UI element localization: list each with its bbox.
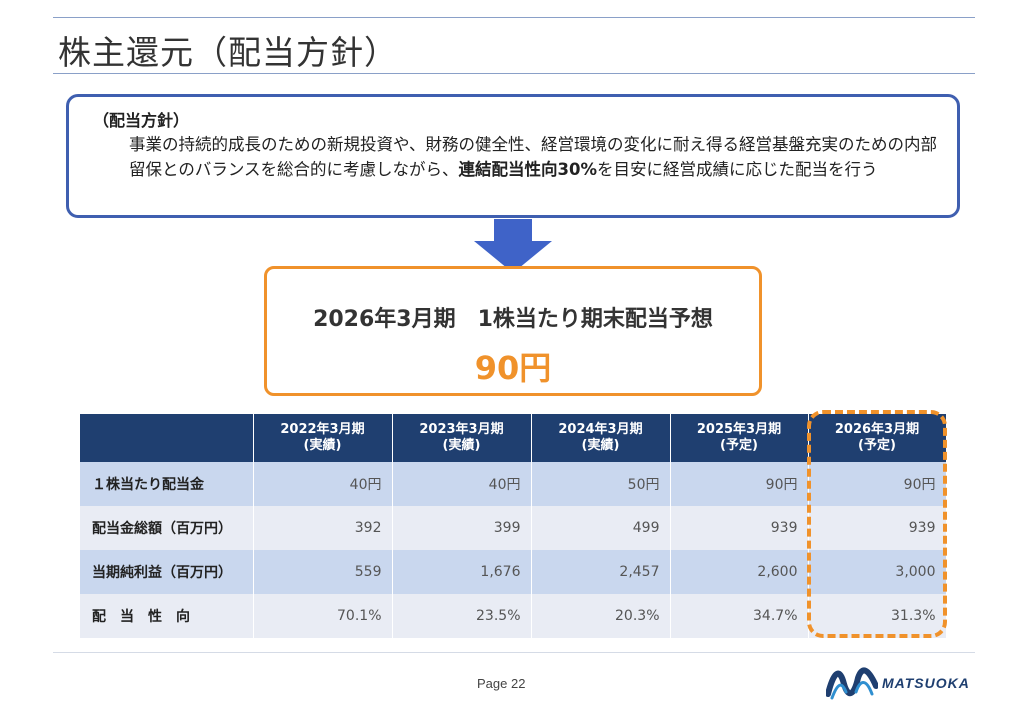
table-row: １株当たり配当金 40円 40円 50円 90円 90円 [80, 462, 947, 506]
table-row: 配当金総額（百万円） 392 399 499 939 939 [80, 506, 947, 550]
row-label: 配 当 性 向 [80, 594, 254, 638]
matsuoka-logo-icon [826, 667, 878, 700]
table-row: 配 当 性 向 70.1% 23.5% 20.3% 34.7% 31.3% [80, 594, 947, 638]
row-label: 当期純利益（百万円） [80, 550, 254, 594]
column-header: 2024年3月期 (実績) [531, 414, 671, 462]
policy-text-2: を目安に経営成績に応じた配当を行う [597, 160, 878, 179]
top-rule [53, 17, 975, 18]
row-label: １株当たり配当金 [80, 462, 254, 506]
page-number: Page 22 [477, 676, 526, 691]
dividend-policy-box: （配当方針） 事業の持続的成長のための新規投資や、財務の健全性、経営環境の変化に… [66, 94, 960, 218]
dividend-forecast-box: 2026年3月期 1株当たり期末配当予想 90円 [264, 266, 762, 396]
table-cell: 559 [253, 550, 393, 594]
table-cell: 90円 [670, 462, 809, 506]
page-title: 株主還元（配当方針） [58, 33, 398, 72]
table-cell: 3,000 [808, 550, 947, 594]
table-cell: 399 [392, 506, 532, 550]
table-cell: 2,457 [531, 550, 671, 594]
row-label: 配当金総額（百万円） [80, 506, 254, 550]
table-cell: 40円 [392, 462, 532, 506]
column-header: 2026年3月期 (予定) [808, 414, 947, 462]
table-cell: 939 [808, 506, 947, 550]
down-arrow-icon [474, 219, 552, 273]
footer-rule [53, 652, 975, 653]
company-logo-text: MATSUOKA [882, 675, 970, 691]
table-cell: 20.3% [531, 594, 671, 638]
table-cell: 23.5% [392, 594, 532, 638]
table-cell: 499 [531, 506, 671, 550]
policy-text-bold: 連結配当性向30% [458, 160, 598, 179]
table-cell: 40円 [253, 462, 393, 506]
table-cell: 1,676 [392, 550, 532, 594]
policy-text-1: 事業の持続的成長のための新規投資や、財務の健全性、経営環境の変化に耐え得る経営基… [129, 135, 938, 179]
forecast-title: 2026年3月期 1株当たり期末配当予想 [313, 307, 713, 332]
column-header: 2025年3月期 (予定) [670, 414, 809, 462]
table-cell: 392 [253, 506, 393, 550]
table-row: 当期純利益（百万円） 559 1,676 2,457 2,600 3,000 [80, 550, 947, 594]
table-cell: 90円 [808, 462, 947, 506]
dividend-table: 2022年3月期 (実績) 2023年3月期 (実績) 2024年3月期 (実績) 2… [80, 414, 947, 638]
table-cell: 2,600 [670, 550, 809, 594]
table-header-row: 2022年3月期 (実績) 2023年3月期 (実績) 2024年3月期 (実績) 2… [80, 414, 947, 462]
header-corner [80, 414, 254, 462]
table-cell: 31.3% [808, 594, 947, 638]
policy-heading: （配当方針） [93, 111, 190, 130]
title-underline [53, 73, 975, 74]
policy-body: 事業の持続的成長のための新規投資や、財務の健全性、経営環境の変化に耐え得る経営基… [129, 132, 949, 182]
forecast-value: 90円 [474, 349, 552, 387]
table-cell: 34.7% [670, 594, 809, 638]
column-header: 2023年3月期 (実績) [392, 414, 532, 462]
table-cell: 50円 [531, 462, 671, 506]
column-header: 2022年3月期 (実績) [253, 414, 393, 462]
table-cell: 70.1% [253, 594, 393, 638]
table-cell: 939 [670, 506, 809, 550]
